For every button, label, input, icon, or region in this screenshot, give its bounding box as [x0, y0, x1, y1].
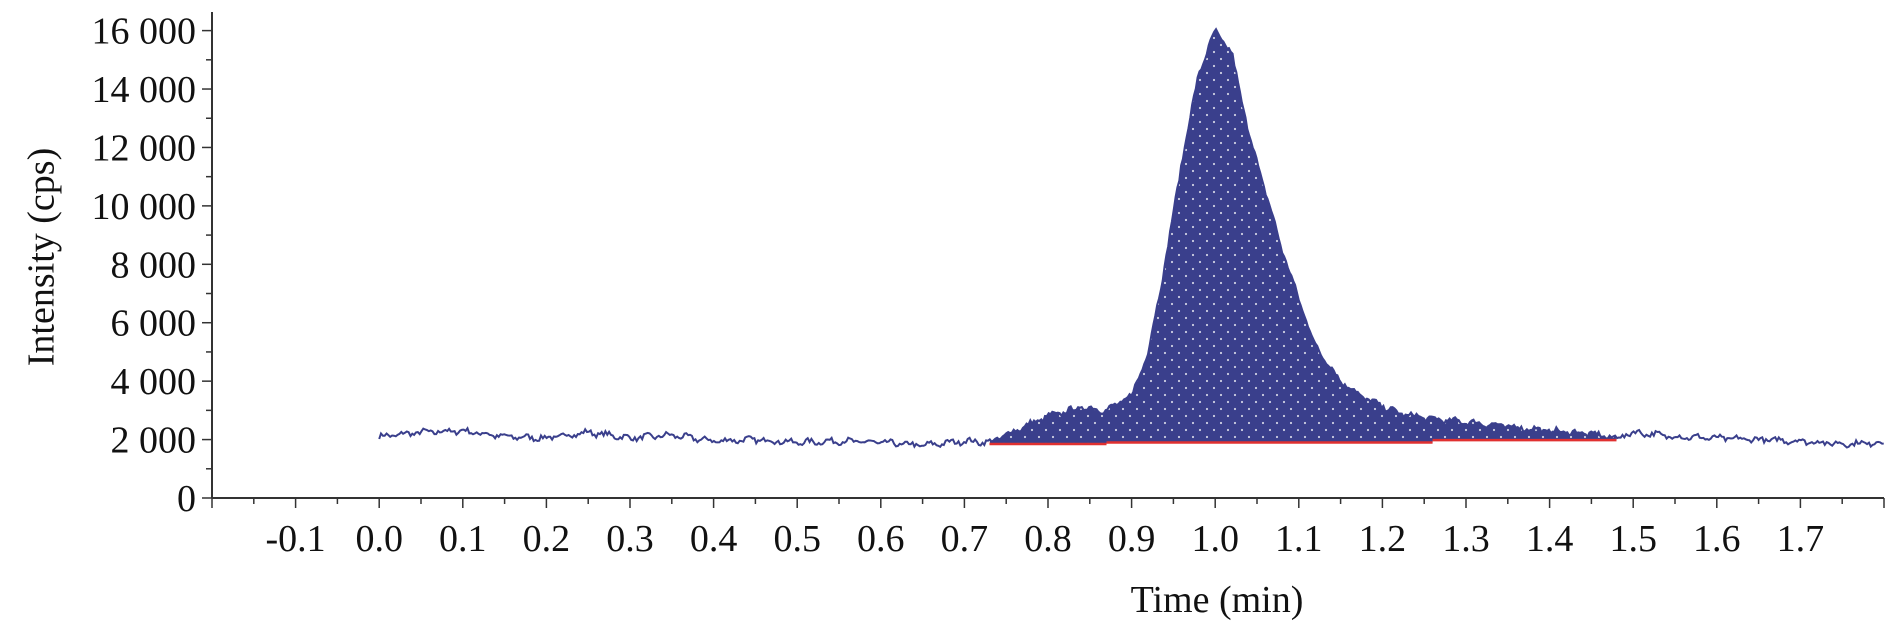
- y-tick-label: 14 000: [92, 69, 197, 111]
- x-tick-label: 1.5: [1609, 518, 1657, 560]
- signal-line: [378, 27, 1884, 449]
- y-tick-label: 2 000: [111, 420, 197, 462]
- x-tick-label: 0.9: [1108, 518, 1156, 560]
- plot-area: [378, 27, 1884, 449]
- y-tick-label: 16 000: [92, 11, 197, 53]
- y-tick-label: 8 000: [111, 244, 197, 286]
- y-tick-label: 4 000: [111, 361, 197, 403]
- x-tick-label: 0.8: [1024, 518, 1072, 560]
- peak-fill-pattern: [989, 29, 1617, 444]
- x-axis-title: Time (min): [1131, 579, 1304, 621]
- y-axis-title: Intensity (cps): [20, 148, 62, 366]
- x-tick-label: 1.4: [1526, 518, 1574, 560]
- y-tick-label: 6 000: [111, 303, 197, 345]
- x-tick-label: 1.6: [1693, 518, 1741, 560]
- x-tick-label: 1.0: [1191, 518, 1239, 560]
- x-tick-label: 0.2: [523, 518, 571, 560]
- x-tick-label: 0.0: [355, 518, 403, 560]
- x-tick-label: 1.7: [1777, 518, 1825, 560]
- integration-baseline: [989, 438, 1617, 446]
- x-tick-label: 0.5: [773, 518, 821, 560]
- x-tick-label: 1.2: [1359, 518, 1407, 560]
- x-tick-label: 0.7: [941, 518, 989, 560]
- y-tick-label: 12 000: [92, 127, 197, 169]
- x-tick-label: 0.6: [857, 518, 905, 560]
- x-tick-label: -0.1: [266, 518, 326, 560]
- x-tick-label: 0.4: [690, 518, 738, 560]
- x-tick-label: 0.3: [606, 518, 654, 560]
- x-axis-ticks: -0.1 0.0 0.1 0.2 0.3 0.4 0.5 0.6 0.7 0.8 0.9 1.0 1.1…: [211, 498, 1885, 560]
- y-axis-ticks: 0 2 000 4 000 6 000 8 000 10 000 12 000 14 000 1…: [92, 11, 212, 520]
- x-tick-label: 0.1: [439, 518, 487, 560]
- y-tick-label: 10 000: [92, 186, 197, 228]
- y-tick-label: 0: [177, 478, 196, 520]
- x-tick-label: 1.1: [1275, 518, 1323, 560]
- x-tick-label: 1.3: [1442, 518, 1490, 560]
